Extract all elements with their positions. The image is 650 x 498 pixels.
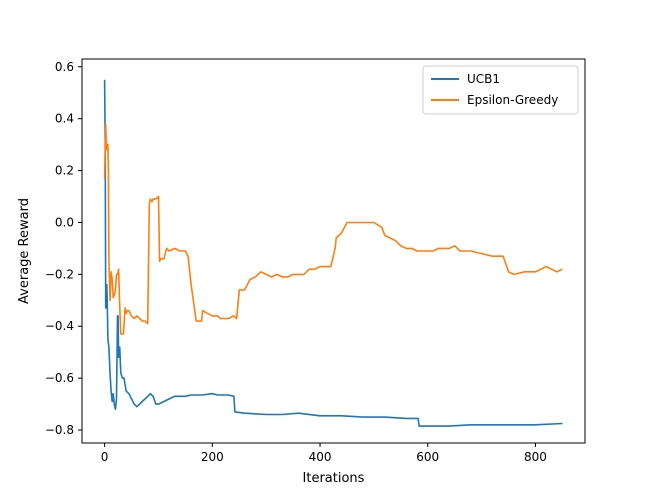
x-tick-label: 0 [101,450,109,464]
y-tick-label: −0.8 [45,423,74,437]
axes-frame [81,58,586,444]
series-line-1 [103,123,563,335]
x-tick-label: 200 [201,450,224,464]
x-axis-ticks: 0 200 400 600 800 [101,443,547,464]
x-tick-label: 400 [309,450,332,464]
y-tick-label: −0.2 [45,267,74,281]
x-tick-label: 600 [416,450,439,464]
y-tick-label: −0.6 [45,371,74,385]
legend: UCB1 Epsilon-Greedy [422,65,579,115]
y-tick-label: 0.2 [55,164,74,178]
series-line-0 [103,79,563,427]
y-tick-label: 0.4 [55,112,74,126]
y-axis-label: Average Reward [17,198,32,304]
x-axis-label: Iterations [303,471,365,486]
y-tick-label: 0.0 [55,215,74,229]
legend-label-0: UCB1 [467,72,500,86]
x-tick-label: 800 [524,450,547,464]
y-axis-ticks: −0.8 −0.6 −0.4 −0.2 0.0 0.2 0.4 0.6 [45,60,82,437]
y-tick-label: −0.4 [45,319,74,333]
series-layer [103,79,563,427]
y-tick-label: 0.6 [55,60,74,74]
legend-box [422,65,579,115]
plot-area [81,58,586,444]
axes-background [82,59,585,443]
legend-label-1: Epsilon-Greedy [467,93,558,107]
